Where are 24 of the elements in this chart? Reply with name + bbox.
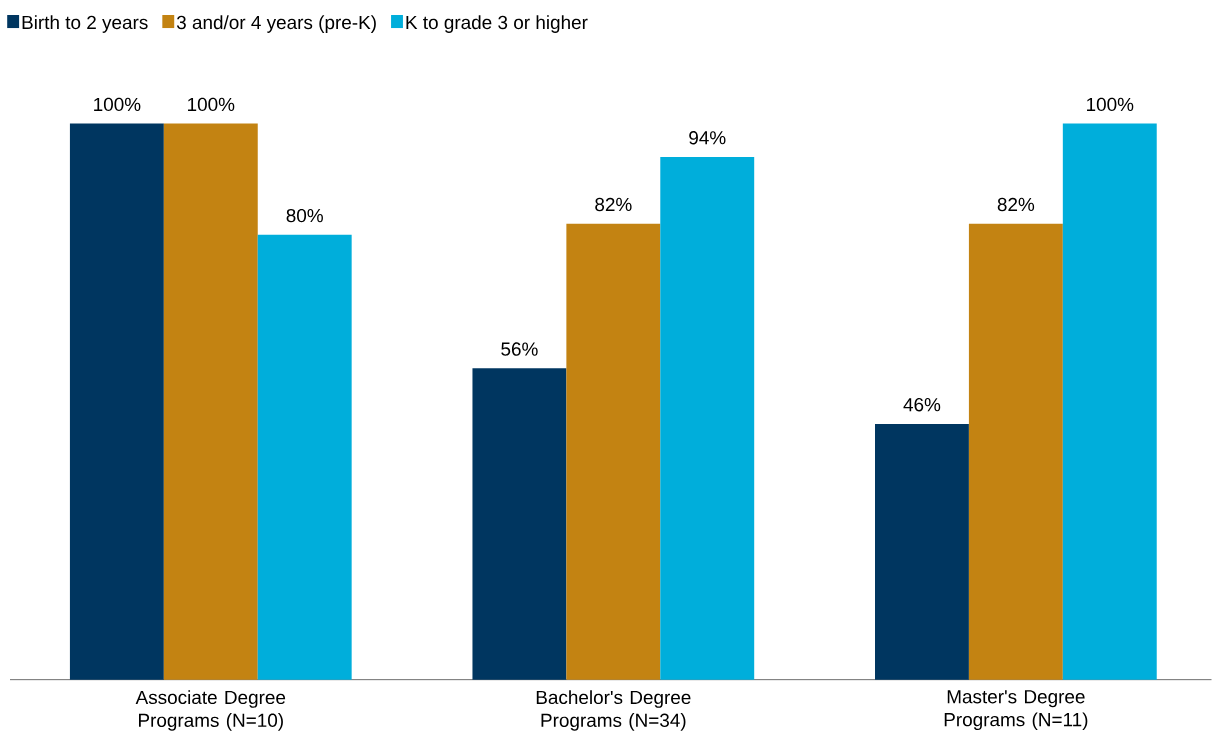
legend-label: 3 and/or 4 years (pre-K)	[176, 15, 376, 34]
legend-label: K to grade 3 or higher	[406, 15, 588, 34]
bar	[257, 234, 352, 680]
data-label: 94%	[689, 131, 726, 145]
data-label: 100%	[94, 97, 141, 112]
data-label: 56%	[501, 342, 538, 356]
bar	[875, 424, 969, 680]
x-tick-label: Associate Degree Programs (N=10)	[135, 690, 286, 731]
bar	[566, 223, 661, 680]
x-tick-label: Master's Degree Programs (N=11)	[944, 690, 1088, 731]
data-label: 100%	[188, 97, 235, 112]
data-label: 46%	[903, 398, 941, 412]
data-label: 80%	[286, 209, 323, 223]
bar	[69, 123, 164, 680]
bar	[660, 157, 755, 680]
x-tick-label: Bachelor's Degree Programs (N=34)	[536, 690, 691, 731]
bar	[472, 368, 567, 680]
bar	[163, 123, 258, 680]
bar	[968, 223, 1063, 680]
bar	[1062, 123, 1157, 680]
data-label: 100%	[1087, 97, 1134, 112]
data-label: 82%	[997, 197, 1035, 212]
data-label: 82%	[595, 197, 632, 212]
legend-label: Birth to 2 years	[22, 15, 148, 34]
